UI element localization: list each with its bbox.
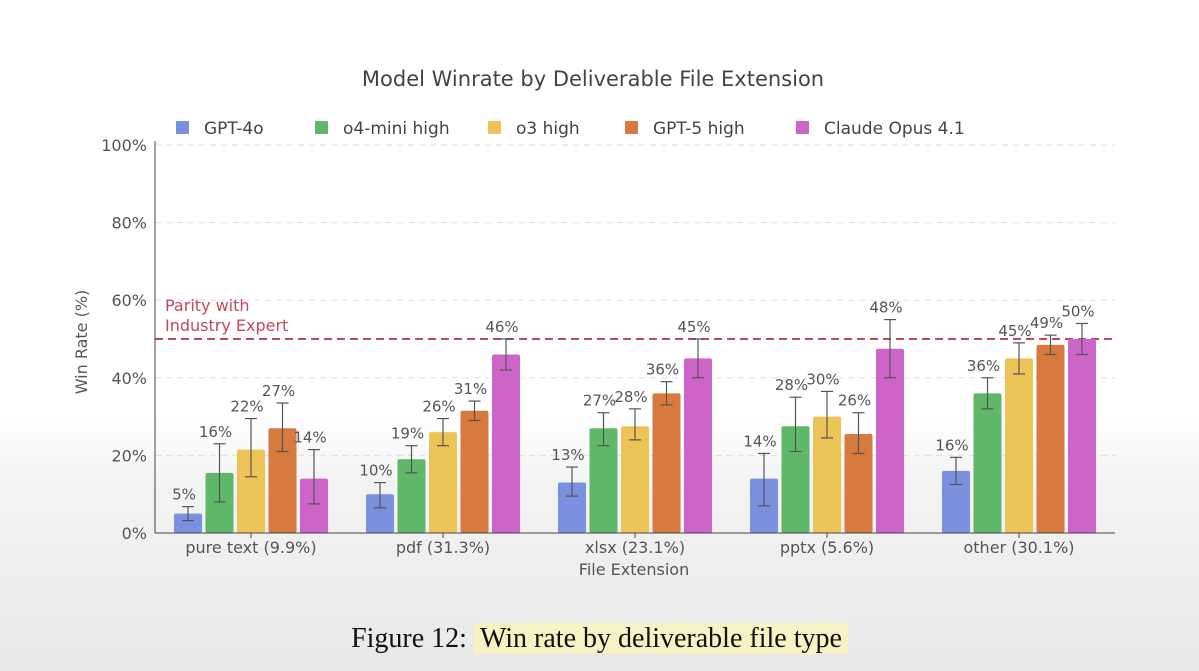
y-tick-label: 0% <box>122 524 147 543</box>
bar <box>876 348 904 533</box>
bar <box>397 459 426 533</box>
data-label: 49% <box>1030 314 1063 332</box>
bar <box>942 470 970 533</box>
caption-highlight: Win rate by deliverable file type <box>473 623 848 654</box>
bar <box>174 513 202 533</box>
x-axis-label: File Extension <box>579 560 689 579</box>
legend-label: o3 high <box>516 119 580 139</box>
y-tick-label: 100% <box>101 136 147 155</box>
data-label: 14% <box>293 429 326 447</box>
bar <box>652 393 681 533</box>
data-label: 45% <box>677 318 710 336</box>
bar <box>781 426 810 533</box>
data-label: 26% <box>422 398 455 416</box>
bar <box>558 482 586 533</box>
legend-swatch <box>315 121 328 134</box>
data-label: 50% <box>1061 302 1094 320</box>
figure-caption: Figure 12: Win rate by deliverable file … <box>0 623 1199 655</box>
chart: Model Winrate by Deliverable File Extens… <box>72 67 1115 579</box>
parity-label: Industry Expert <box>165 316 288 335</box>
y-axis-label: Win Rate (%) <box>72 290 91 395</box>
bar <box>621 426 649 533</box>
bars: 5%16%22%27%14%10%19%26%31%46%13%27%28%36… <box>172 299 1096 533</box>
bar <box>237 449 265 533</box>
data-label: 26% <box>838 392 871 410</box>
bar <box>813 416 841 533</box>
data-label: 5% <box>172 486 196 504</box>
data-label: 10% <box>359 462 392 480</box>
bar <box>366 494 394 533</box>
data-label: 46% <box>485 318 518 336</box>
legend-swatch <box>796 121 809 134</box>
data-label: 19% <box>391 425 424 443</box>
data-label: 36% <box>646 361 679 379</box>
bar <box>684 358 712 533</box>
x-tick-label: pdf (31.3%) <box>396 538 490 557</box>
bar <box>973 393 1002 533</box>
legend: GPT-4o o4-mini high o3 high GPT-5 high Claud… <box>176 119 965 139</box>
bar <box>1036 344 1065 533</box>
data-label: 16% <box>199 423 232 441</box>
bar <box>1005 358 1033 533</box>
y-tick-label: 80% <box>111 214 147 233</box>
data-label: 30% <box>806 370 839 388</box>
axes: 0% 20% 40% 60% 80% 100% pure text (9.9%) pdf (3… <box>101 136 1115 557</box>
bar <box>429 432 457 533</box>
bar <box>844 434 873 533</box>
x-tick-label: pure text (9.9%) <box>185 538 316 557</box>
bar <box>460 410 489 533</box>
bar <box>300 478 328 533</box>
bar <box>589 428 618 533</box>
y-tick-label: 40% <box>111 369 147 388</box>
data-label: 16% <box>935 436 968 454</box>
legend-label: GPT-4o <box>204 119 264 139</box>
bar <box>492 354 520 533</box>
x-tick-label: pptx (5.6%) <box>780 538 874 557</box>
legend-label: o4-mini high <box>343 119 450 139</box>
bar <box>205 472 234 533</box>
y-tick-label: 20% <box>111 446 147 465</box>
y-tick-label: 60% <box>111 291 147 310</box>
bar <box>268 428 297 533</box>
bar <box>1068 339 1096 533</box>
data-label: 27% <box>583 392 616 410</box>
legend-swatch <box>488 121 501 134</box>
grid <box>155 144 1115 456</box>
caption-prefix: Figure 12: <box>351 623 467 654</box>
data-label: 48% <box>869 299 902 317</box>
data-label: 28% <box>614 388 647 406</box>
x-tick-label: xlsx (23.1%) <box>585 538 685 557</box>
data-label: 27% <box>262 382 295 400</box>
legend-swatch <box>625 121 638 134</box>
data-label: 31% <box>454 380 487 398</box>
data-label: 36% <box>967 357 1000 375</box>
data-label: 45% <box>998 322 1031 340</box>
legend-label: GPT-5 high <box>653 119 745 139</box>
data-label: 13% <box>551 446 584 464</box>
chart-title: Model Winrate by Deliverable File Extens… <box>362 67 824 91</box>
x-tick-label: other (30.1%) <box>963 538 1074 557</box>
data-label: 22% <box>230 398 263 416</box>
data-label: 14% <box>743 432 776 450</box>
legend-label: Claude Opus 4.1 <box>824 119 965 139</box>
data-label: 28% <box>775 376 808 394</box>
parity-label: Parity with <box>165 296 250 315</box>
legend-swatch <box>176 121 189 134</box>
